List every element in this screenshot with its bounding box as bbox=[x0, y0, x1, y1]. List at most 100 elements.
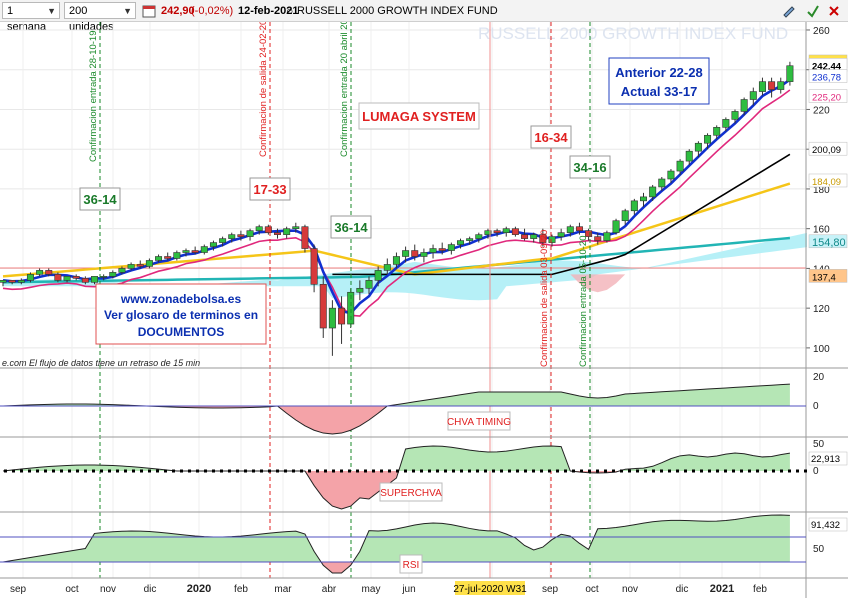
zero-dot bbox=[652, 469, 655, 473]
zero-dot bbox=[692, 469, 695, 473]
candle-body bbox=[219, 238, 227, 243]
time-tick-label: mar bbox=[274, 584, 292, 595]
zero-dot bbox=[460, 469, 463, 473]
zero-dot bbox=[612, 469, 615, 473]
candle bbox=[475, 232, 483, 243]
candle-body bbox=[173, 252, 181, 259]
zero-dot bbox=[380, 469, 383, 473]
calendar-icon[interactable] bbox=[141, 3, 157, 19]
candle bbox=[264, 224, 272, 235]
zero-dot bbox=[740, 469, 743, 473]
zero-dot bbox=[140, 469, 143, 473]
signal-lines: Confirmacion entrada 28-10-19 Confirmacio… bbox=[88, 22, 591, 578]
cursor-date-label: 27-jul-2020 W31 bbox=[453, 584, 527, 595]
zero-dot bbox=[700, 469, 703, 473]
price-tag bbox=[808, 141, 848, 156]
indicator-label-box bbox=[399, 554, 423, 574]
candle-body bbox=[777, 81, 785, 90]
time-tick-label: 2021 bbox=[710, 583, 734, 595]
price-tag bbox=[808, 173, 848, 188]
red-shade bbox=[570, 274, 626, 293]
zero-dot bbox=[516, 469, 519, 473]
zero-dot bbox=[484, 469, 487, 473]
zero-dot bbox=[132, 469, 135, 473]
signal-vline-label: Confirmacion de salida 24-02-20 bbox=[258, 22, 269, 157]
candle bbox=[658, 177, 666, 191]
zero-dot bbox=[196, 469, 199, 473]
indicator-line bbox=[2, 514, 790, 574]
candle-body bbox=[356, 287, 364, 293]
zero-dot bbox=[68, 469, 71, 473]
zero-dot bbox=[76, 469, 79, 473]
info-line: www.zonadebolsa.es bbox=[120, 292, 242, 306]
zero-dot bbox=[436, 469, 439, 473]
candle-body bbox=[127, 264, 135, 269]
candle-body bbox=[493, 230, 501, 233]
zero-dot bbox=[92, 469, 95, 473]
candle bbox=[26, 272, 34, 283]
candle-body bbox=[420, 252, 428, 257]
period-select[interactable]: 1 semana ▼ bbox=[2, 2, 60, 33]
toolbar: 1 semana ▼ 200 unidades ▼ 242,90 (-0,02%… bbox=[0, 0, 848, 33]
candle bbox=[136, 260, 144, 269]
candle-body bbox=[200, 246, 208, 253]
price-tag bbox=[808, 89, 848, 103]
candle bbox=[685, 149, 693, 166]
candle-body bbox=[667, 170, 675, 180]
signal-text: 36-14 bbox=[334, 220, 368, 235]
candle bbox=[72, 274, 80, 281]
candle bbox=[676, 159, 684, 176]
candle-body bbox=[639, 196, 647, 202]
candle-body bbox=[91, 276, 99, 283]
candle bbox=[704, 133, 712, 150]
candle bbox=[566, 224, 574, 237]
checkmark-icon[interactable] bbox=[805, 3, 821, 19]
candle-body bbox=[603, 232, 611, 241]
close-icon[interactable] bbox=[826, 3, 842, 19]
units-select[interactable]: 200 unidades ▼ bbox=[64, 2, 136, 33]
zero-dot bbox=[204, 469, 207, 473]
price-tag bbox=[808, 69, 848, 83]
candle-body bbox=[319, 284, 327, 329]
time-tick-label: sep bbox=[10, 584, 27, 595]
candle bbox=[356, 280, 364, 301]
candle-body bbox=[466, 238, 474, 241]
indicator-tick: 50 bbox=[813, 544, 825, 555]
zero-dot bbox=[84, 469, 87, 473]
zero-dot bbox=[228, 469, 231, 473]
candle bbox=[466, 236, 474, 245]
zero-dot bbox=[476, 469, 479, 473]
zero-dot bbox=[644, 469, 647, 473]
zero-dot bbox=[308, 469, 311, 473]
info-box bbox=[95, 283, 267, 345]
edit-icon[interactable] bbox=[781, 3, 797, 19]
candle-body bbox=[658, 178, 666, 188]
candle bbox=[402, 246, 410, 263]
candle bbox=[438, 242, 446, 255]
candle-body bbox=[685, 150, 693, 162]
candle bbox=[246, 228, 254, 241]
candle-body bbox=[155, 256, 163, 261]
zero-dot bbox=[756, 469, 759, 473]
indicator-tick: 0 bbox=[813, 401, 819, 412]
candle bbox=[17, 278, 25, 285]
zero-dot bbox=[324, 469, 327, 473]
candle bbox=[209, 240, 217, 251]
signal-text: 16-34 bbox=[534, 130, 568, 145]
time-tick-label: dic bbox=[676, 584, 689, 595]
zero-dot bbox=[300, 469, 303, 473]
candle-body bbox=[246, 230, 254, 237]
tick-label: 100 bbox=[813, 344, 830, 355]
candle bbox=[200, 244, 208, 255]
time-tick-label: dic bbox=[144, 584, 157, 595]
candle bbox=[749, 87, 757, 106]
candle-body bbox=[100, 276, 108, 278]
zero-dot bbox=[572, 469, 575, 473]
signal-badge: 36-14 bbox=[79, 187, 121, 211]
price-tag-label: 200,09 bbox=[812, 145, 841, 156]
time-tick-label: oct bbox=[585, 584, 599, 595]
signal-badge: 16-34 bbox=[530, 125, 572, 149]
signal-text: 17-33 bbox=[253, 182, 286, 197]
candle-body bbox=[36, 270, 44, 275]
candle bbox=[145, 258, 153, 269]
